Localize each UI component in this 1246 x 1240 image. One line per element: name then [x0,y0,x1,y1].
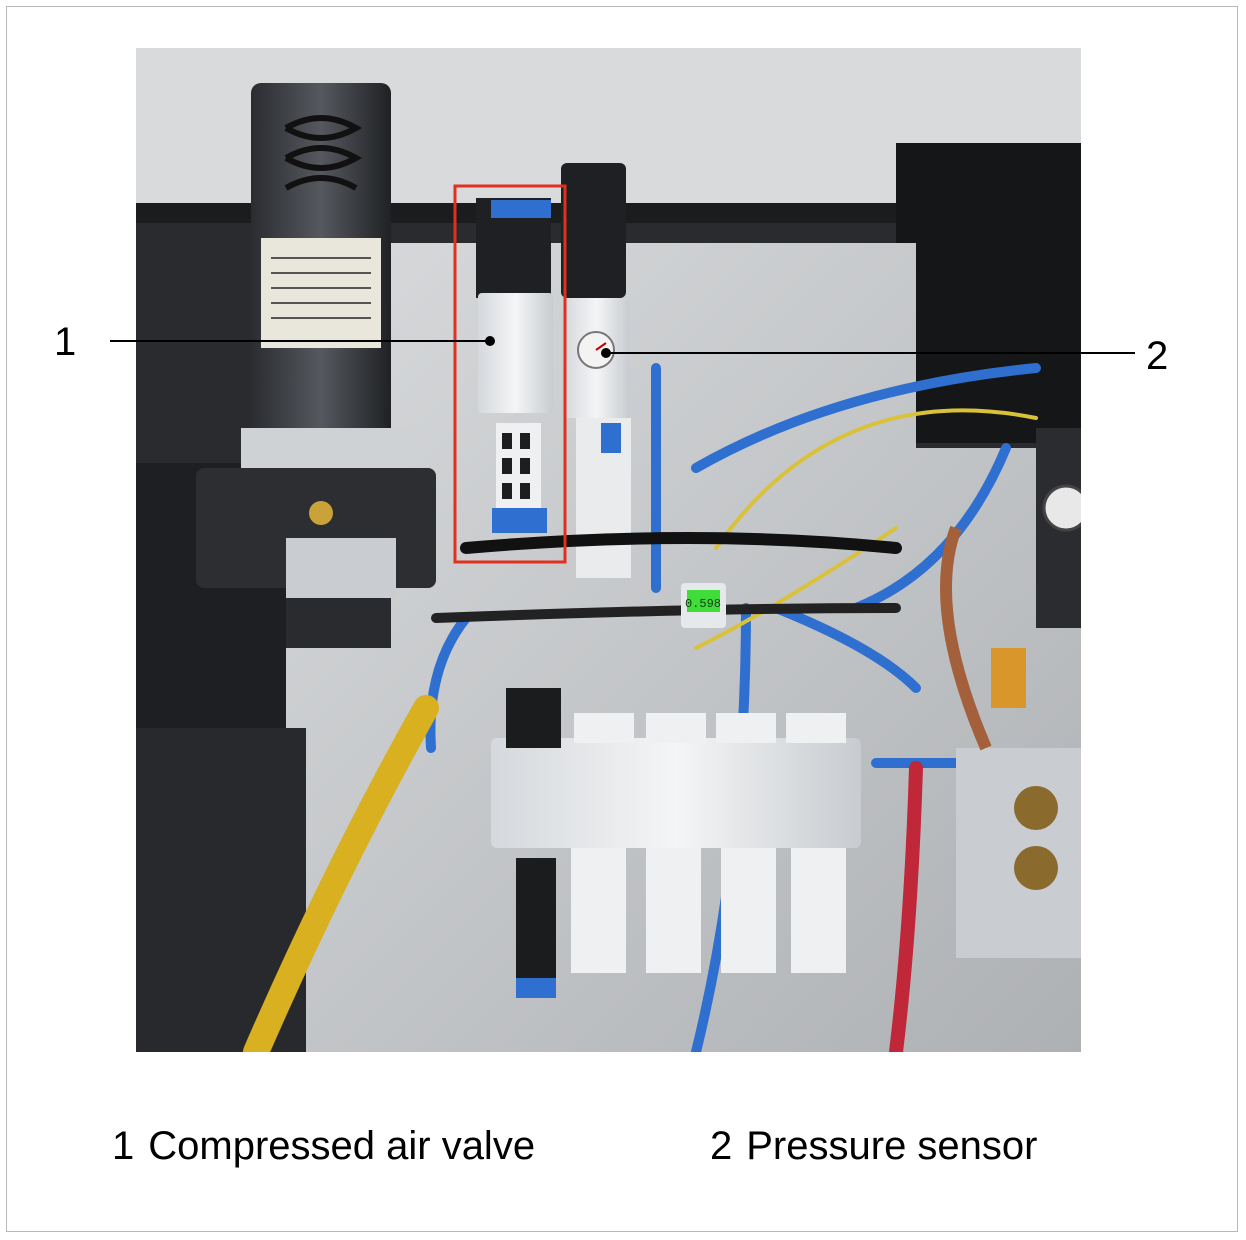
legend-number-2: 2 [710,1124,733,1168]
legend-item-2: 2 Pressure sensor [710,1124,1037,1169]
legend-number-1: 1 [112,1124,135,1168]
legend-label-2: Pressure sensor [746,1124,1038,1168]
sensor-display-reading: 0.598 [685,597,721,611]
equipment-photo: 0.598 [136,48,1081,1052]
legend-label-1: Compressed air valve [148,1124,536,1168]
callout-number-2: 2 [1146,334,1169,378]
callout-number-1: 1 [54,320,77,364]
figure-frame [6,6,1238,1232]
legend-item-1: 1 Compressed air valve [112,1124,535,1169]
